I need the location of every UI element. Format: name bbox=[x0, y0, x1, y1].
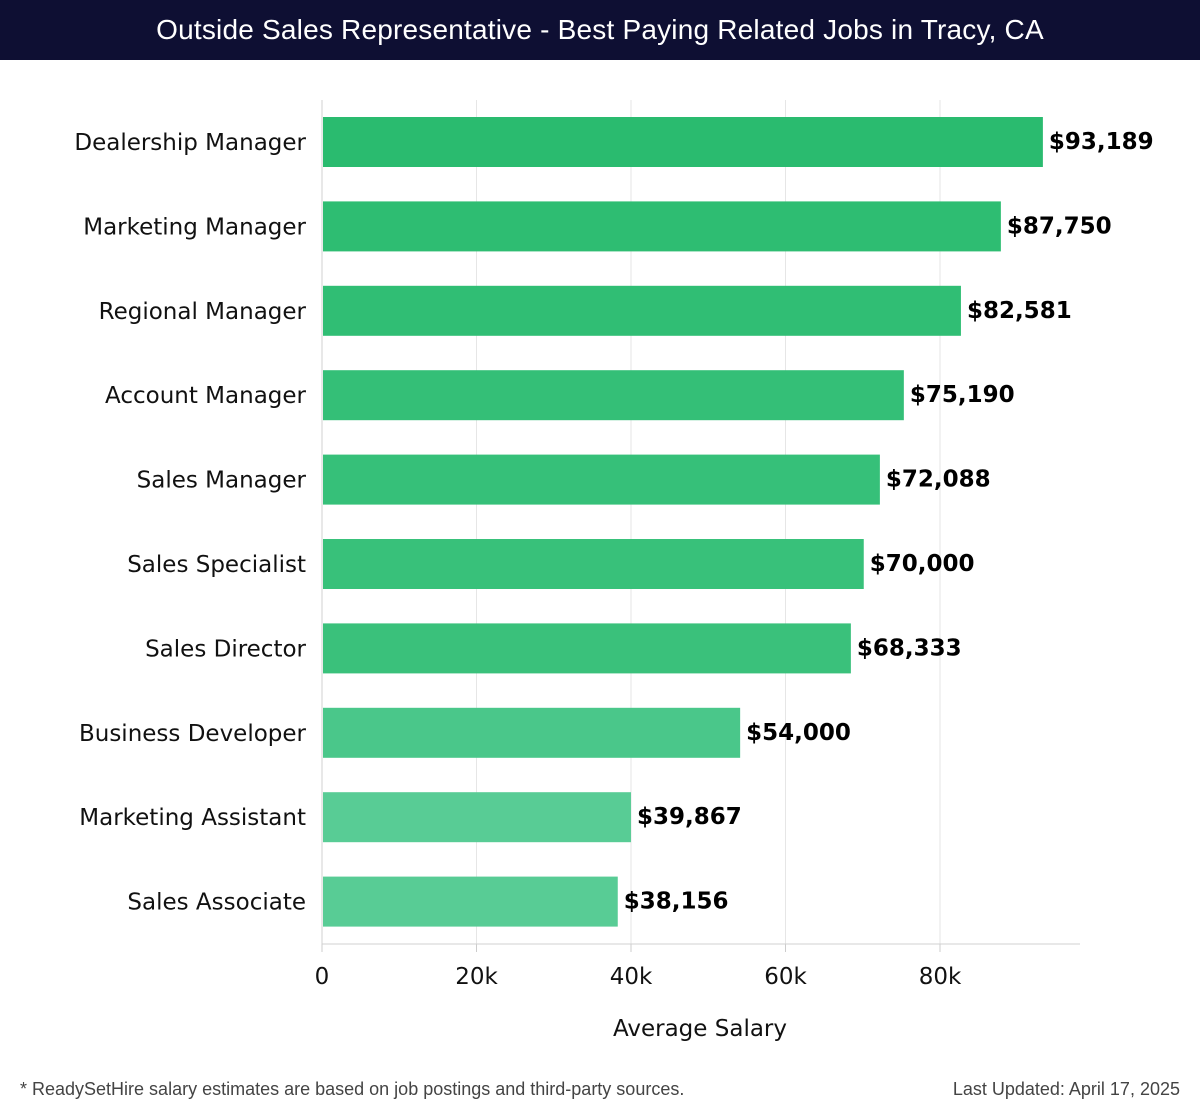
category-label: Account Manager bbox=[105, 383, 307, 409]
value-label: $68,333 bbox=[857, 635, 962, 661]
category-label: Dealership Manager bbox=[74, 130, 306, 156]
value-label: $54,000 bbox=[746, 720, 851, 746]
bar bbox=[323, 117, 1043, 167]
bar bbox=[323, 201, 1001, 252]
x-axis-title: Average Salary bbox=[613, 1016, 787, 1042]
bars: Dealership Manager $93,189 Marketing Manag… bbox=[74, 117, 1154, 927]
bar bbox=[323, 370, 904, 421]
value-label: $72,088 bbox=[886, 467, 991, 493]
bar bbox=[323, 707, 741, 758]
category-label: Sales Specialist bbox=[127, 552, 306, 578]
bar bbox=[323, 285, 961, 336]
x-tick-label: 60k bbox=[764, 964, 807, 990]
value-label: $75,190 bbox=[910, 382, 1015, 408]
value-label: $39,867 bbox=[637, 804, 742, 830]
bar bbox=[323, 623, 851, 674]
axes: 0 20k 40k 60k 80k bbox=[315, 100, 1080, 990]
category-label: Business Developer bbox=[79, 721, 307, 747]
x-tick-label: 0 bbox=[315, 964, 330, 990]
last-updated: Last Updated: April 17, 2025 bbox=[952, 1079, 1180, 1099]
value-label: $82,581 bbox=[967, 298, 1072, 324]
bar bbox=[323, 876, 618, 927]
category-label: Sales Associate bbox=[127, 890, 306, 916]
bar-chart: Dealership Manager $93,189 Marketing Manag… bbox=[74, 100, 1154, 1042]
footnote: * ReadySetHire salary estimates are base… bbox=[20, 1079, 685, 1099]
category-label: Regional Manager bbox=[99, 299, 307, 325]
category-label: Marketing Manager bbox=[83, 214, 306, 240]
bar bbox=[323, 539, 864, 589]
value-label: $38,156 bbox=[624, 889, 729, 915]
bar bbox=[323, 454, 880, 505]
x-tick-label: 20k bbox=[455, 964, 498, 990]
category-label: Marketing Assistant bbox=[79, 805, 306, 831]
category-label: Sales Manager bbox=[137, 468, 307, 494]
category-label: Sales Director bbox=[145, 636, 306, 662]
chart-title: Outside Sales Representative - Best Payi… bbox=[0, 0, 1200, 60]
value-label: $87,750 bbox=[1007, 213, 1112, 239]
x-tick-label: 40k bbox=[610, 964, 653, 990]
x-tick-label: 80k bbox=[919, 964, 962, 990]
value-label: $70,000 bbox=[870, 551, 975, 577]
bar bbox=[323, 792, 631, 843]
value-label: $93,189 bbox=[1049, 129, 1154, 155]
